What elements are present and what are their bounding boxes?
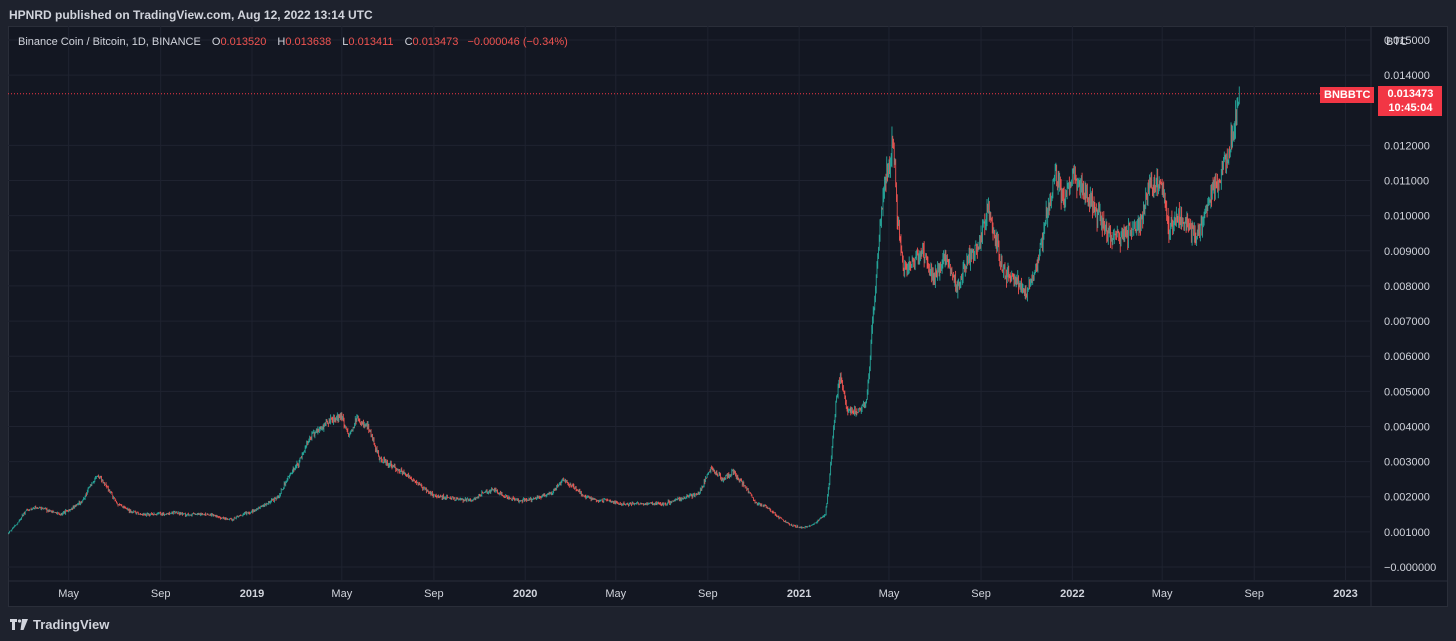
- last-price-badge: BNBBTC 0.013473 10:45:04: [1320, 85, 1443, 116]
- y-tick-label: 0.012000: [1384, 140, 1430, 152]
- y-tick-label: 0.010000: [1384, 211, 1430, 223]
- y-tick-label: 0.003000: [1384, 457, 1430, 469]
- y-tick-label: −0.000000: [1384, 562, 1436, 574]
- candles: [8, 86, 1240, 535]
- close-value: 0.013473: [412, 36, 459, 48]
- x-tick-label: Sep: [151, 588, 171, 600]
- x-tick-label: Sep: [971, 588, 991, 600]
- low-value: 0.013411: [348, 36, 394, 48]
- y-tick-label: 0.008000: [1384, 281, 1430, 293]
- y-tick-label: 0.014000: [1384, 70, 1430, 82]
- open-value: 0.013520: [220, 36, 267, 48]
- high-value: 0.013638: [285, 36, 332, 48]
- x-tick-label: 2020: [513, 588, 537, 600]
- badge-countdown: 10:45:04: [1388, 101, 1433, 114]
- brand-text: TradingView: [33, 617, 110, 632]
- y-tick-label: 0.009000: [1384, 246, 1430, 258]
- badge-price-box: 0.013473 10:45:04: [1378, 85, 1443, 116]
- x-tick-label: Sep: [424, 588, 444, 600]
- y-tick-label: 0.001000: [1384, 527, 1430, 539]
- y-tick-label: 0.005000: [1384, 386, 1430, 398]
- badge-price: 0.013473: [1387, 87, 1434, 100]
- tradingview-logo-icon: [10, 618, 28, 630]
- x-tick-label: May: [331, 588, 352, 600]
- tradingview-logo[interactable]: TradingView: [10, 617, 109, 632]
- symbol-title: Binance Coin / Bitcoin, 1D, BINANCE: [18, 36, 201, 48]
- x-tick-label: 2023: [1333, 588, 1357, 600]
- published-info: HPNRD published on TradingView.com, Aug …: [9, 8, 373, 22]
- y-tick-label: 0.002000: [1384, 492, 1430, 504]
- x-tick-label: May: [1152, 588, 1173, 600]
- badge-symbol: BNBBTC: [1320, 86, 1375, 103]
- price-axis-currency: BTC: [1386, 36, 1408, 48]
- y-tick-label: 0.007000: [1384, 316, 1430, 328]
- y-tick-label: 0.011000: [1384, 176, 1429, 188]
- high-label: H: [277, 36, 286, 48]
- y-tick-label: 0.006000: [1384, 351, 1430, 363]
- change-value: −0.000046 (−0.34%): [467, 36, 568, 48]
- chart-pane[interactable]: 0.015000 0.014000 0.012000 0.011000 0.010000…: [8, 26, 1448, 607]
- x-tick-label: Sep: [1244, 588, 1264, 600]
- x-tick-label: 2021: [787, 588, 811, 600]
- low-label: L: [342, 36, 349, 48]
- x-tick-label: May: [58, 588, 79, 600]
- published-bar: HPNRD published on TradingView.com, Aug …: [0, 0, 1456, 26]
- x-tick-label: May: [879, 588, 900, 600]
- x-tick-label: 2019: [240, 588, 264, 600]
- x-tick-label: Sep: [698, 588, 718, 600]
- x-tick-label: 2022: [1060, 588, 1084, 600]
- y-tick-label: 0.004000: [1384, 421, 1430, 433]
- x-tick-label: May: [605, 588, 626, 600]
- price-chart[interactable]: 0.015000 0.014000 0.012000 0.011000 0.010000…: [8, 26, 1448, 607]
- y-tick-label: 0.015000: [1384, 35, 1430, 47]
- footer: TradingView: [0, 607, 1456, 641]
- open-label: O: [211, 36, 221, 48]
- symbol-legend[interactable]: Binance Coin / Bitcoin, 1D, BINANCE O0.0…: [18, 36, 568, 48]
- close-label: C: [404, 36, 413, 48]
